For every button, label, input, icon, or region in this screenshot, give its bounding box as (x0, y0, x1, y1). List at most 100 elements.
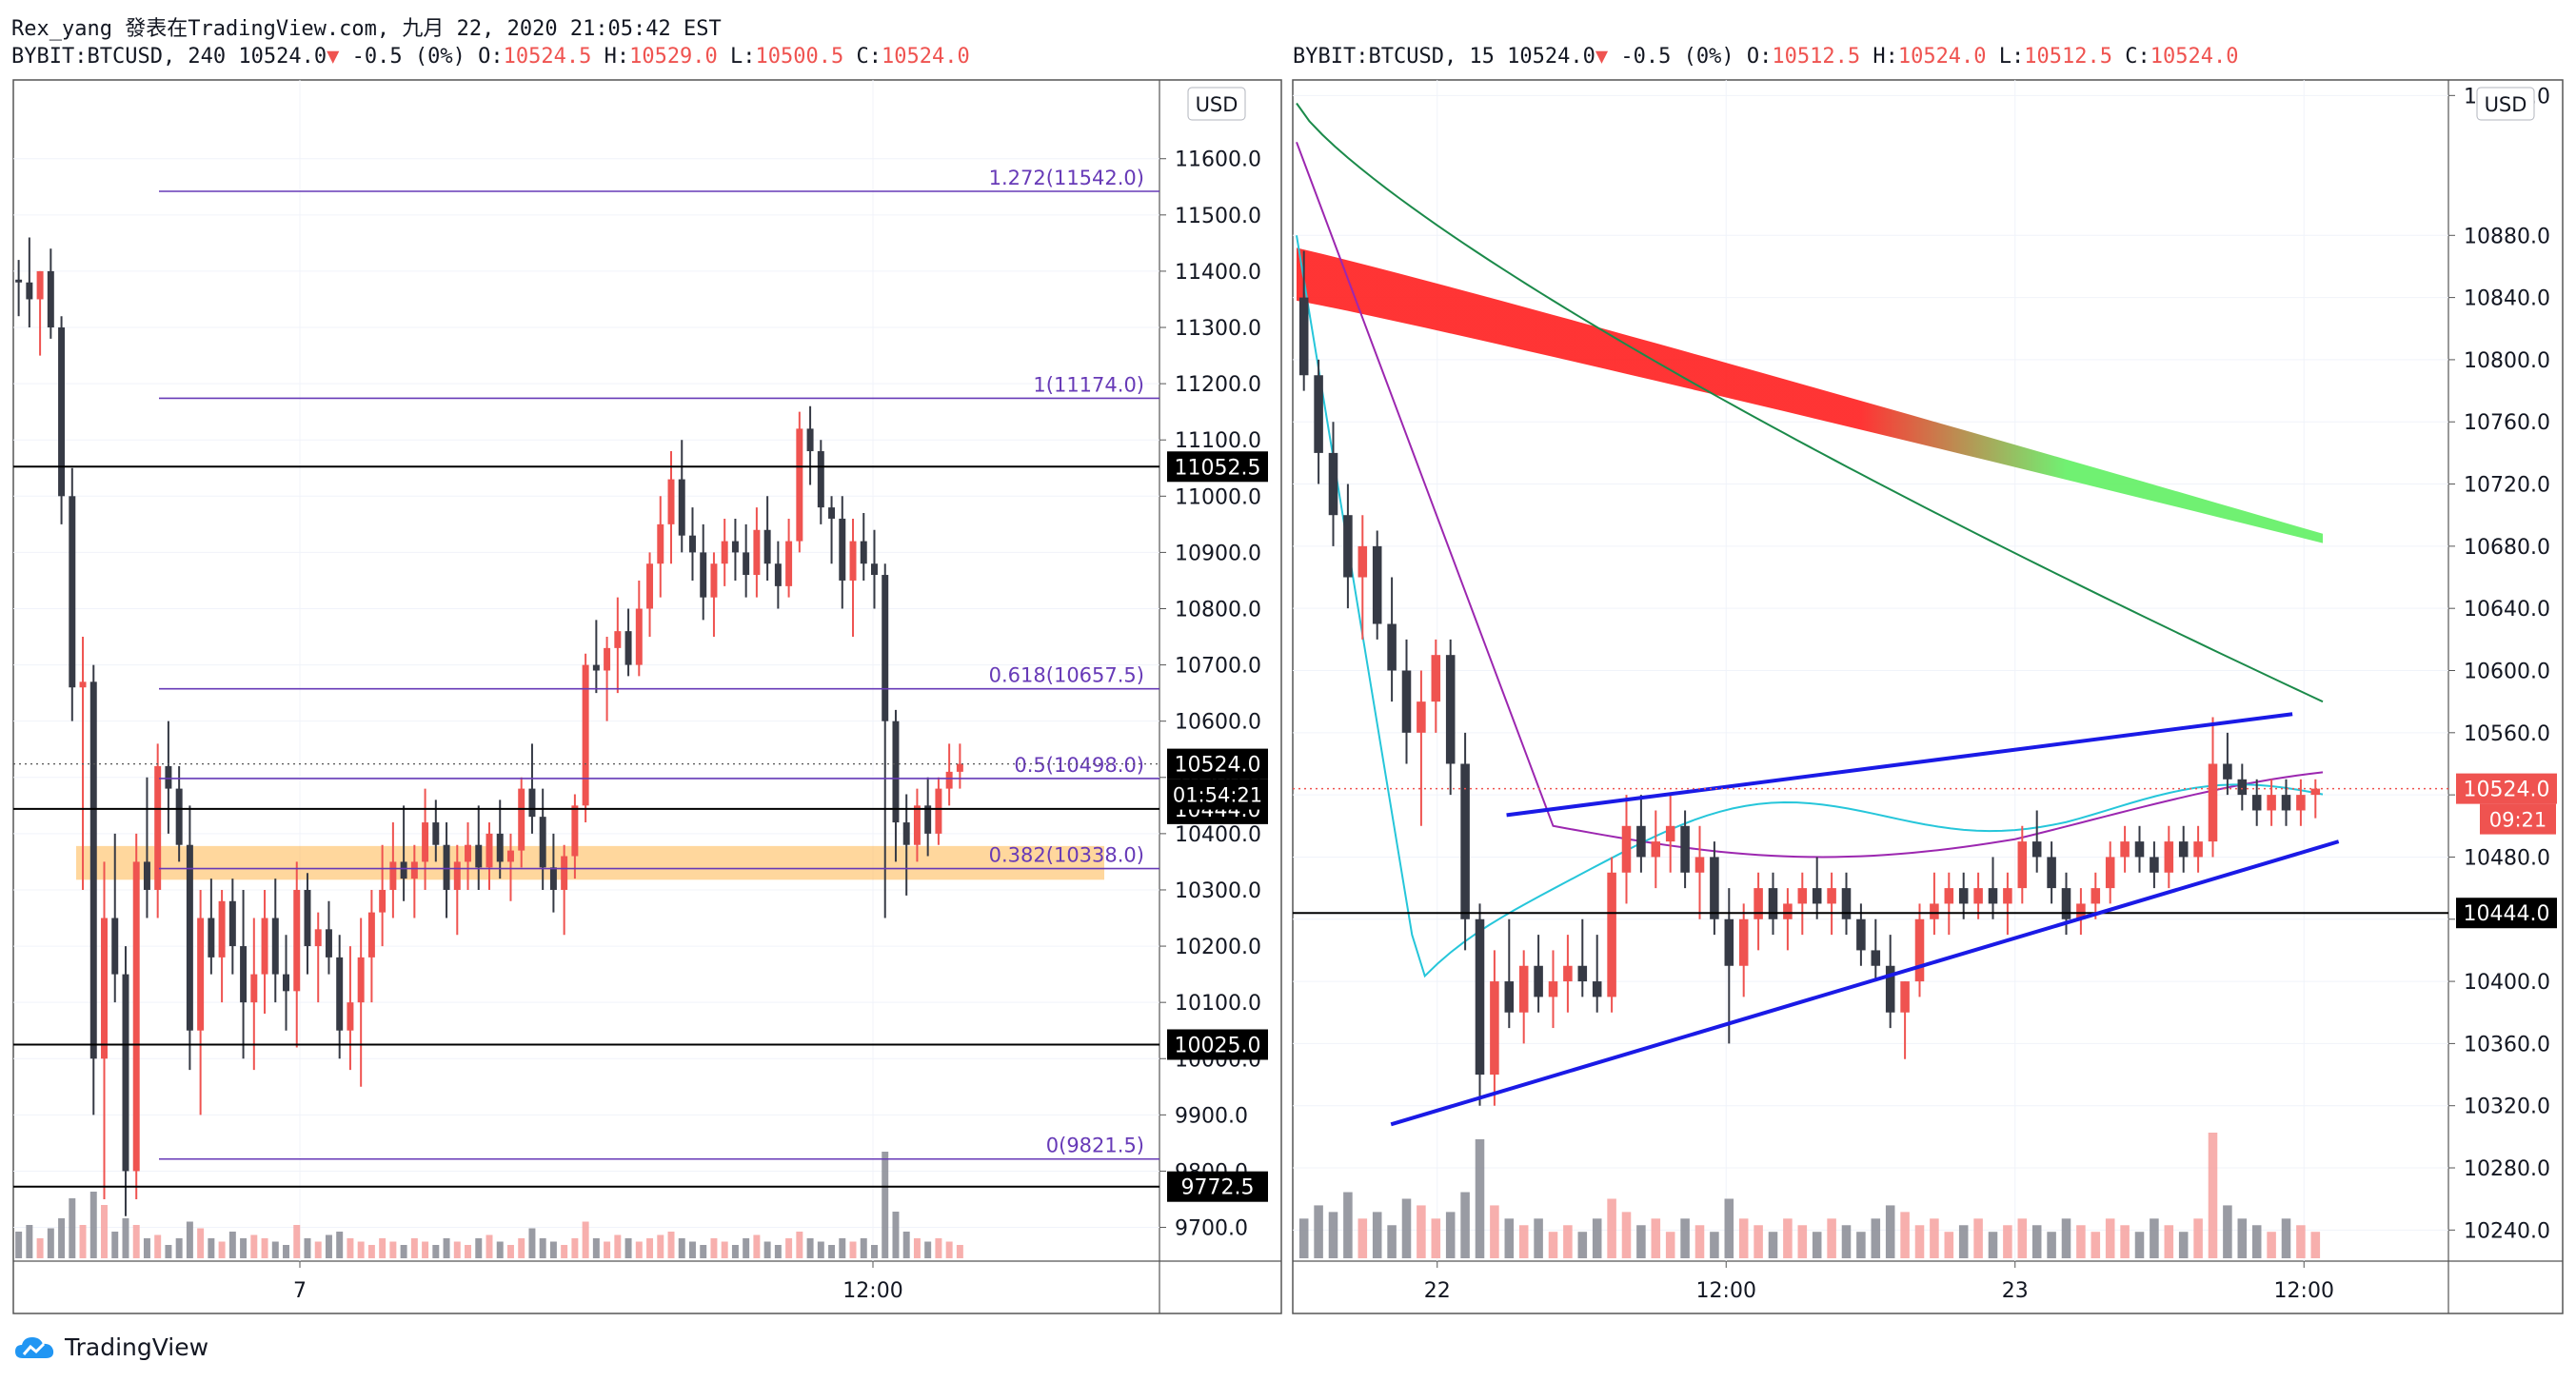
volume-bar (882, 1152, 889, 1258)
candle-body (197, 918, 205, 1031)
y-tick-label: 10800.0 (2464, 349, 2550, 373)
candle-body (721, 541, 728, 564)
candle-body (154, 765, 162, 890)
candle-body (47, 270, 54, 328)
volume-bar (1930, 1218, 1939, 1258)
candle-body (2120, 841, 2130, 858)
candle-body (1343, 515, 1353, 578)
candle-body (1783, 903, 1793, 919)
candle-body (89, 681, 97, 1059)
volume-bar (582, 1221, 589, 1258)
y-tick-label: 9700.0 (1175, 1217, 1248, 1241)
candle-body (400, 861, 407, 879)
volume-bar (2310, 1232, 2321, 1258)
volume-bar (496, 1241, 504, 1258)
volume-bar (624, 1238, 632, 1258)
candle-body (26, 282, 33, 300)
volume-bar (165, 1245, 172, 1258)
volume-bar (528, 1228, 536, 1258)
fib-label: 0.5(10498.0) (1014, 754, 1144, 777)
candle-body (336, 957, 344, 1031)
volume-bar (561, 1245, 568, 1258)
candle-body (1328, 452, 1338, 516)
candle-body (2003, 888, 2012, 904)
y-tick-label: 10240.0 (2464, 1219, 2550, 1243)
candle-body (79, 681, 87, 688)
volume-bar (1680, 1218, 1690, 1258)
volume-bar (743, 1238, 750, 1258)
left-low: 10500.5 (755, 45, 844, 69)
left-last: 10524.0 (238, 45, 327, 69)
y-tick-label: 10360.0 (2464, 1033, 2550, 1056)
candle-body (700, 552, 707, 598)
candle-body (1314, 375, 1323, 453)
candle-body (2296, 795, 2306, 811)
candle-body (2134, 841, 2145, 858)
volume-bar (1445, 1212, 1456, 1258)
y-tick-label: 10200.0 (1175, 936, 1261, 959)
candle-body (485, 833, 493, 868)
currency-label: USD (1196, 93, 1238, 116)
volume-bar (1607, 1198, 1616, 1258)
candle-body (271, 918, 279, 975)
tradingview-logo[interactable]: TradingView (13, 1328, 208, 1366)
volume-bar (1856, 1232, 1866, 1258)
left-close: 10524.0 (882, 45, 970, 69)
volume-bar (1768, 1232, 1778, 1258)
candle-body (849, 541, 857, 581)
panel-frame (1292, 79, 2564, 1314)
candle-body (1387, 623, 1397, 671)
y-tick-label: 10760.0 (2464, 411, 2550, 435)
volume-bar (1871, 1218, 1881, 1258)
volume-bar (357, 1241, 365, 1258)
volume-bar (1988, 1232, 1998, 1258)
brand-name: TradingView (65, 1333, 209, 1361)
panel-frame (12, 79, 1282, 1314)
down-triangle-icon: ▼ (327, 45, 340, 69)
candle-body (1871, 950, 1881, 966)
y-tick-label: 10440.0 (2464, 909, 2550, 933)
candle-body (2281, 795, 2291, 811)
volume-bar (774, 1245, 782, 1258)
candle-body (1710, 857, 1719, 919)
candle-body (2251, 795, 2262, 811)
y-tick-label: 10600.0 (1175, 711, 1261, 735)
volume-bar (2237, 1218, 2248, 1258)
candle-body (731, 541, 739, 553)
candle-body (657, 523, 664, 564)
volume-bar (913, 1238, 921, 1258)
ma-green-line (1296, 102, 2324, 703)
candle-body (410, 861, 418, 879)
y-tick-label: 11500.0 (1175, 205, 1261, 228)
fib-label: 1.272(11542.0) (989, 167, 1144, 189)
volume-bar (314, 1241, 322, 1258)
candle-body (240, 946, 248, 1003)
candle-body (1490, 981, 1499, 1076)
volume-bar (731, 1245, 739, 1258)
sr-price-label: 10444.0 (2464, 902, 2550, 926)
volume-bar (2296, 1225, 2306, 1258)
candle-body (1841, 888, 1852, 919)
volume-bar (379, 1238, 386, 1258)
volume-bar (721, 1241, 728, 1258)
candle-body (379, 889, 386, 913)
y-tick-label: 10680.0 (2464, 536, 2550, 560)
fib-label: 0.618(10657.5) (989, 664, 1144, 687)
y-tick-label: 11600.0 (1175, 148, 1261, 172)
volume-bar (1710, 1232, 1719, 1258)
volume-bar (614, 1234, 622, 1258)
left-symbol: BYBIT:BTCUSD, 240 (11, 45, 227, 69)
volume-bar (892, 1212, 900, 1258)
volume-bar (336, 1232, 344, 1258)
volume-bar (2120, 1225, 2130, 1258)
candle-body (2193, 841, 2203, 858)
volume-bar (2208, 1133, 2218, 1258)
volume-bar (839, 1238, 846, 1258)
volume-bar (400, 1245, 407, 1258)
candle-body (1621, 825, 1632, 873)
candle-body (1592, 981, 1602, 997)
candle-body (2267, 795, 2276, 811)
candle-body (1988, 888, 1998, 904)
